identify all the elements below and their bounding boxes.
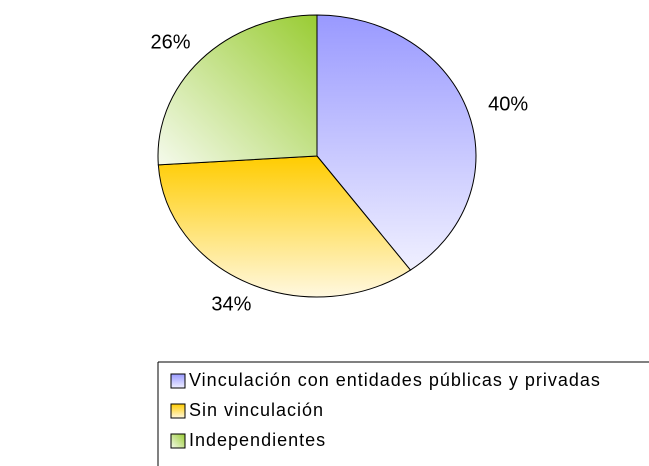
legend-label: Independientes — [189, 430, 326, 450]
pie-slice — [157, 14, 318, 166]
pie-slice — [316, 14, 477, 271]
legend-swatch — [170, 403, 186, 419]
legend-label: Vinculación con entidades públicas y pri… — [189, 370, 601, 390]
pie-slice — [157, 155, 412, 298]
data-label: 40% — [488, 93, 528, 115]
legend-label: Sin vinculación — [189, 400, 324, 420]
legend-swatch — [170, 373, 186, 389]
data-label: 26% — [150, 31, 190, 53]
legend-swatch — [170, 433, 186, 449]
data-label: 34% — [211, 294, 251, 316]
